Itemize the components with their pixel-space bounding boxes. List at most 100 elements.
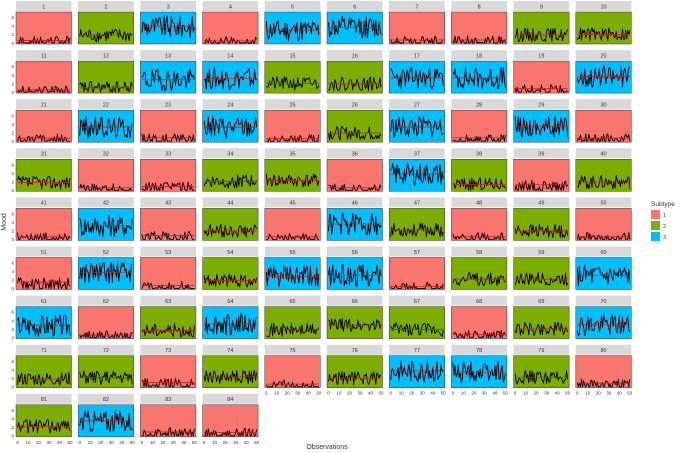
facet-strip bbox=[202, 295, 259, 306]
facet-strip-label: 70 bbox=[600, 299, 606, 305]
facet-strip-label: 16 bbox=[352, 53, 358, 59]
mood-line bbox=[576, 313, 631, 337]
y-tick-label: 6 bbox=[11, 310, 14, 315]
facet-strip bbox=[78, 393, 134, 404]
facet-panel: 24 bbox=[202, 99, 259, 143]
facet-panel: 66 bbox=[326, 295, 383, 339]
x-tick-label: 20 bbox=[98, 440, 104, 445]
panel-background bbox=[15, 11, 72, 45]
facet-strip-label: 81 bbox=[41, 397, 47, 403]
panel-background bbox=[326, 159, 383, 192]
facet-panel: 57 bbox=[388, 246, 445, 290]
facet-panel: 33 bbox=[140, 148, 197, 192]
x-tick-label: 30 bbox=[171, 440, 177, 445]
mood-line bbox=[328, 183, 382, 191]
mood-line bbox=[17, 277, 71, 289]
facet-strip-label: 40 bbox=[600, 152, 606, 158]
facet-strip-label: 84 bbox=[227, 397, 233, 403]
facet-strip-label: 7 bbox=[415, 4, 418, 10]
facet-strip bbox=[389, 295, 445, 306]
facet-panel: 4 bbox=[202, 1, 259, 45]
facet-strip-label: 48 bbox=[476, 201, 482, 207]
facet-strip bbox=[264, 197, 321, 208]
facet-panel: 76 0 10 20 30 40 50 bbox=[326, 344, 384, 396]
x-tick-label: 40 bbox=[430, 391, 436, 396]
mood-line bbox=[203, 369, 258, 384]
facet-strip bbox=[16, 148, 72, 159]
facet-panel: 69 bbox=[513, 295, 570, 339]
facet-panel: 64 bbox=[202, 295, 259, 339]
mood-line bbox=[141, 133, 195, 142]
facet-strip bbox=[327, 197, 383, 208]
y-tick-label: 2 bbox=[11, 32, 14, 37]
mood-line bbox=[328, 212, 382, 236]
x-tick-label: 30 bbox=[482, 391, 488, 396]
facet-strip-label: 23 bbox=[165, 103, 171, 109]
mood-line bbox=[514, 84, 568, 93]
x-tick-label: 20 bbox=[347, 391, 353, 396]
facet-strip-label: 41 bbox=[41, 201, 47, 207]
mood-line bbox=[514, 370, 569, 385]
facet-strip bbox=[575, 344, 632, 355]
facet-panel: 16 bbox=[326, 50, 383, 94]
mood-line bbox=[390, 222, 444, 238]
facet-strip-label: 54 bbox=[227, 250, 233, 256]
panel-background bbox=[513, 306, 570, 339]
panel-background bbox=[15, 208, 72, 241]
facet-strip-label: 30 bbox=[600, 103, 606, 109]
x-tick-label: 0 bbox=[16, 440, 19, 445]
panel-background bbox=[326, 109, 383, 143]
facet-panel: 83 0 10 20 30 40 50 bbox=[140, 393, 198, 445]
facet-panel: 40 bbox=[575, 148, 632, 192]
panel-background bbox=[388, 257, 445, 290]
x-tick-label: 50 bbox=[192, 440, 198, 445]
facet-panel: 29 bbox=[513, 99, 570, 143]
facet-panel: 34 bbox=[202, 148, 259, 192]
legend-key bbox=[651, 210, 660, 219]
mood-line bbox=[576, 264, 631, 287]
facet-strip bbox=[575, 50, 632, 61]
facet-strip bbox=[16, 99, 72, 110]
facet-panel: 79 0 10 20 30 40 50 bbox=[513, 344, 571, 396]
facet-panel: 51 0 2 4 6 bbox=[11, 246, 72, 291]
facet-panel: 37 bbox=[388, 148, 445, 192]
mood-line bbox=[452, 134, 506, 142]
facet-strip-label: 21 bbox=[41, 103, 47, 109]
facet-strip-label: 22 bbox=[103, 103, 109, 109]
facet-strip bbox=[327, 246, 383, 257]
facet-strip-label: 52 bbox=[103, 250, 109, 256]
panel-background bbox=[77, 60, 134, 94]
y-tick-label: 6 bbox=[11, 15, 14, 20]
mood-line bbox=[452, 272, 506, 287]
facet-strip bbox=[575, 1, 632, 11]
y-axis-title: Mood bbox=[1, 213, 8, 231]
facet-strip-label: 51 bbox=[41, 250, 47, 256]
panel-background bbox=[575, 159, 632, 192]
facet-strip-label: 65 bbox=[289, 299, 295, 305]
facet-strip bbox=[513, 246, 570, 257]
mood-line bbox=[390, 116, 444, 138]
facet-panel: 20 bbox=[575, 50, 632, 94]
facet-strip-label: 38 bbox=[476, 152, 482, 158]
y-tick-label: 4 bbox=[11, 269, 14, 274]
facet-strip-label: 15 bbox=[289, 53, 295, 59]
y-tick-label: 2 bbox=[11, 229, 14, 234]
facet-panel: 68 bbox=[451, 295, 508, 339]
facet-panel: 1 0 2 4 6 bbox=[11, 1, 72, 46]
mood-line bbox=[204, 36, 258, 44]
facet-panel: 78 0 10 20 30 40 50 bbox=[451, 344, 508, 396]
facet-strip bbox=[16, 295, 72, 306]
x-tick-label: 30 bbox=[109, 440, 115, 445]
facet-panel: 42 bbox=[77, 197, 134, 241]
panel-background bbox=[451, 109, 508, 143]
facet-strip bbox=[451, 246, 507, 257]
legend-label: 3 bbox=[663, 235, 666, 241]
mood-line bbox=[390, 35, 444, 44]
facet-panel: 80 0 10 20 30 40 50 bbox=[575, 344, 633, 396]
facet-panel: 63 bbox=[140, 295, 197, 339]
facet-panel: 49 bbox=[513, 197, 570, 241]
facet-panel: 28 bbox=[451, 99, 508, 143]
facet-strip bbox=[202, 148, 259, 159]
mood-line bbox=[265, 19, 320, 41]
